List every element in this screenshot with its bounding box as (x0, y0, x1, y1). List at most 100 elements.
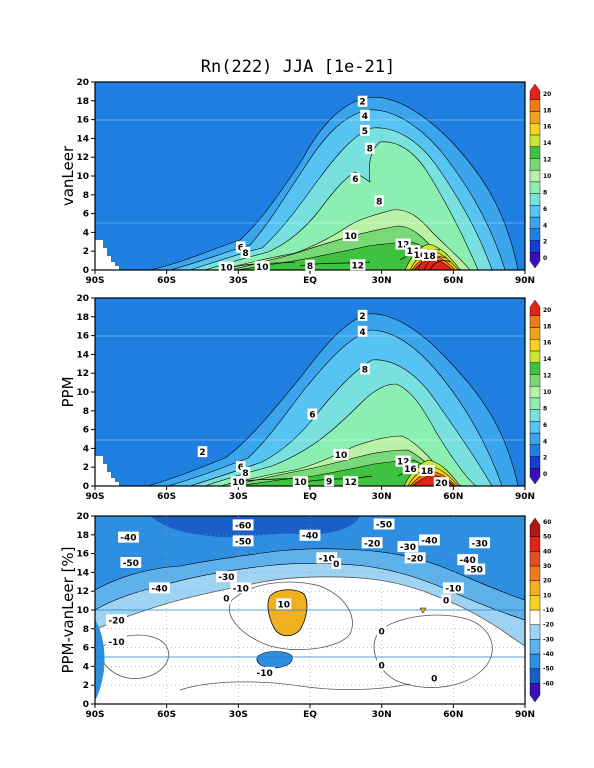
colorbar-tick-label: 8 (543, 189, 547, 196)
y-tick-label: 14 (76, 134, 89, 144)
white-masked-region (95, 456, 119, 486)
contour-label-box (404, 552, 426, 564)
colorbar-swatch (529, 181, 541, 194)
colorbar-swatch (529, 339, 541, 352)
x-tick-label: 90N (515, 710, 535, 720)
y-tick-label: 18 (76, 313, 89, 323)
x-tick-label: 60S (157, 276, 176, 286)
blue-left-band (95, 620, 105, 700)
colorbar-swatch (529, 653, 541, 669)
colorbar-swatch (529, 683, 541, 703)
contour-label: 12 (397, 458, 410, 468)
colorbar-swatch (529, 134, 541, 147)
colorbar-tick-label: 6 (543, 422, 547, 429)
y-tick-label: 4 (83, 662, 89, 672)
contour-label: -10 (108, 638, 124, 648)
contour-line-zero (179, 681, 411, 691)
contour-label-box (240, 247, 251, 259)
x-tick-label: EQ (303, 710, 317, 720)
panel-vanleer (95, 82, 525, 270)
colorbar-tick-label: -40 (543, 651, 554, 658)
contour-label-box (361, 537, 383, 549)
contour-label: 10 (335, 451, 348, 461)
x-tick-label: 90N (515, 276, 535, 286)
y-tick-label: 6 (83, 210, 89, 220)
colorbar-swatch (529, 111, 541, 124)
colorbar-swatch (529, 327, 541, 340)
colorbar-tick-label: 4 (543, 222, 547, 229)
colorbar-swatch (529, 639, 541, 655)
colorbar-swatch (529, 517, 541, 537)
contour-label: -10 (256, 669, 272, 679)
contour-label-box (343, 476, 359, 488)
colorbar-swatch (529, 409, 541, 422)
contour-label: -30 (471, 539, 487, 549)
dotted-grid (95, 516, 525, 704)
colorbar-swatch (529, 551, 541, 567)
contour-label: -50 (467, 566, 483, 576)
contour-label-box (316, 552, 338, 564)
colorbar-tick-label: 10 (543, 389, 551, 396)
y-tick-label: 8 (83, 191, 89, 201)
contour-label-box (276, 598, 292, 610)
y-tick-label: 12 (76, 587, 89, 597)
colorbar-tick-label: 20 (543, 91, 551, 98)
contour-label: 0 (379, 661, 385, 671)
x-tick-label: 60S (157, 710, 176, 720)
contour-label: 10 (277, 600, 290, 610)
contour-label-box (360, 124, 370, 136)
x-tick-label: 30S (229, 492, 248, 502)
negative-10-patch (256, 651, 293, 669)
contour-label-box (254, 666, 276, 678)
contour-label-box (292, 476, 309, 488)
contour-label: 12 (344, 478, 357, 488)
colorbar-tick-label: 30 (543, 563, 551, 570)
y-tick-label: 0 (83, 482, 89, 492)
colorbar-difference: -60 -50 -40 -30 -20 -10 10 20 30 40 50 60 (529, 517, 554, 703)
y-tick-label: 12 (76, 153, 89, 163)
colorbar-tick-label: 18 (543, 323, 551, 330)
contour-label: 0 (443, 597, 449, 607)
colorbar-tick-label: -60 (543, 680, 554, 687)
contour-label: 8 (376, 197, 382, 207)
colorbar-tick-label: 60 (543, 519, 551, 526)
contour-label-box (402, 463, 418, 475)
contour-label-box (343, 230, 359, 242)
colorbar-swatch (529, 169, 541, 183)
contour-label: -40 (302, 532, 318, 542)
contour-label-box (235, 241, 246, 253)
contour-label-box (421, 249, 438, 261)
colorbar-swatch (529, 99, 541, 112)
y-tick-label: 16 (76, 550, 89, 560)
x-tick-label: 90S (85, 276, 104, 286)
contour-label-box (441, 594, 451, 606)
contour-label-box (299, 529, 321, 541)
x-tick-label: EQ (303, 276, 317, 286)
x-tick-label: 60N (443, 492, 463, 502)
y-tick-label: 8 (83, 625, 89, 635)
y-tick-label: 16 (76, 332, 89, 342)
contour-label-box (376, 625, 387, 637)
colorbar-tick-label: -20 (543, 622, 554, 629)
colorbar-tick-label: 4 (543, 438, 547, 445)
contour-label: -30 (218, 573, 234, 583)
contour-label: 6 (309, 411, 315, 421)
white-masked-region (95, 240, 119, 270)
contour-label-box (118, 531, 139, 543)
y-tick-label: 14 (76, 568, 89, 578)
contour-label-box (215, 571, 237, 583)
contour-label: 8 (307, 262, 313, 272)
colorbar-swatch (529, 374, 541, 387)
contour-label-box (106, 614, 127, 626)
contour-label-box (106, 635, 127, 647)
contour-label-box (360, 363, 370, 375)
contour-label-box (230, 476, 246, 488)
contour-label-box (149, 582, 170, 594)
contour-label-box (395, 238, 411, 250)
contour-label-box (350, 172, 361, 184)
contour-label-box (230, 582, 252, 594)
contour-label-box (397, 541, 419, 553)
colorbar-swatch (529, 444, 541, 457)
contour-line-zero (229, 581, 353, 650)
